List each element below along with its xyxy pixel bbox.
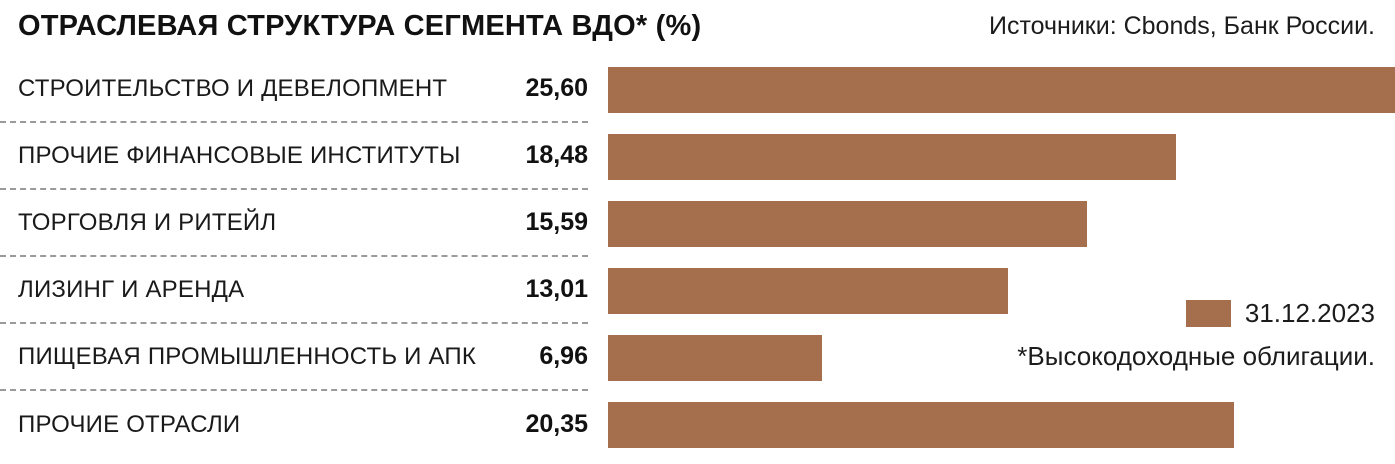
chart-title: ОТРАСЛЕВАЯ СТРУКТУРА СЕГМЕНТА ВДО* (%) xyxy=(18,10,702,42)
chart-row: ПРОЧИЕ ОТРАСЛИ 20,35 xyxy=(0,391,1395,458)
chart-source: Источники: Cbonds, Банк России. xyxy=(989,12,1375,40)
legend-swatch xyxy=(1185,300,1231,327)
bar-area xyxy=(608,324,1395,391)
category-label: ПРОЧИЕ ФИНАНСОВЫЕ ИНСТИТУТЫ xyxy=(18,141,461,169)
row-label-area: ПИЩЕВАЯ ПРОМЫШЛЕННОСТЬ И АПК 6,96 xyxy=(0,324,588,391)
bar-area xyxy=(608,123,1395,190)
value-label: 25,60 xyxy=(525,74,588,102)
legend: 31.12.2023 xyxy=(1185,298,1375,329)
row-label-area: ПРОЧИЕ ОТРАСЛИ 20,35 xyxy=(0,391,588,458)
bar-rows: СТРОИТЕЛЬСТВО И ДЕВЕЛОПМЕНТ 25,60 ПРОЧИЕ… xyxy=(0,56,1395,458)
chart-row: ТОРГОВЛЯ И РИТЕЙЛ 15,59 xyxy=(0,190,1395,257)
chart-row: ПИЩЕВАЯ ПРОМЫШЛЕННОСТЬ И АПК 6,96 xyxy=(0,324,1395,391)
footnote: *Высокодоходные облигации. xyxy=(1017,341,1375,371)
row-label-area: ПРОЧИЕ ФИНАНСОВЫЕ ИНСТИТУТЫ 18,48 xyxy=(0,123,588,190)
chart-row: ЛИЗИНГ И АРЕНДА 13,01 xyxy=(0,257,1395,324)
value-label: 20,35 xyxy=(525,410,588,438)
bar xyxy=(608,334,822,381)
bar-area xyxy=(608,190,1395,257)
category-label: ПРОЧИЕ ОТРАСЛИ xyxy=(18,410,241,438)
bar-area xyxy=(608,56,1395,123)
bar-area xyxy=(608,257,1395,324)
category-label: СТРОИТЕЛЬСТВО И ДЕВЕЛОПМЕНТ xyxy=(18,74,448,102)
category-label: ЛИЗИНГ И АРЕНДА xyxy=(18,275,245,303)
value-label: 15,59 xyxy=(525,208,588,236)
chart-row: ПРОЧИЕ ФИНАНСОВЫЕ ИНСТИТУТЫ 18,48 xyxy=(0,123,1395,190)
category-label: ПИЩЕВАЯ ПРОМЫШЛЕННОСТЬ И АПК xyxy=(18,342,477,370)
value-label: 13,01 xyxy=(525,275,588,303)
bar xyxy=(608,66,1395,113)
chart-row: СТРОИТЕЛЬСТВО И ДЕВЕЛОПМЕНТ 25,60 xyxy=(0,56,1395,123)
chart-header: ОТРАСЛЕВАЯ СТРУКТУРА СЕГМЕНТА ВДО* (%) И… xyxy=(0,0,1395,56)
category-label: ТОРГОВЛЯ И РИТЕЙЛ xyxy=(18,208,277,236)
value-label: 6,96 xyxy=(539,342,588,370)
bar xyxy=(608,401,1234,448)
bar xyxy=(608,200,1088,247)
legend-label: 31.12.2023 xyxy=(1244,298,1375,328)
bar xyxy=(608,267,1008,314)
bar-area xyxy=(608,391,1395,458)
bar xyxy=(608,133,1177,180)
value-label: 18,48 xyxy=(525,141,588,169)
row-label-area: ТОРГОВЛЯ И РИТЕЙЛ 15,59 xyxy=(0,190,588,257)
row-label-area: СТРОИТЕЛЬСТВО И ДЕВЕЛОПМЕНТ 25,60 xyxy=(0,56,588,123)
row-label-area: ЛИЗИНГ И АРЕНДА 13,01 xyxy=(0,257,588,324)
